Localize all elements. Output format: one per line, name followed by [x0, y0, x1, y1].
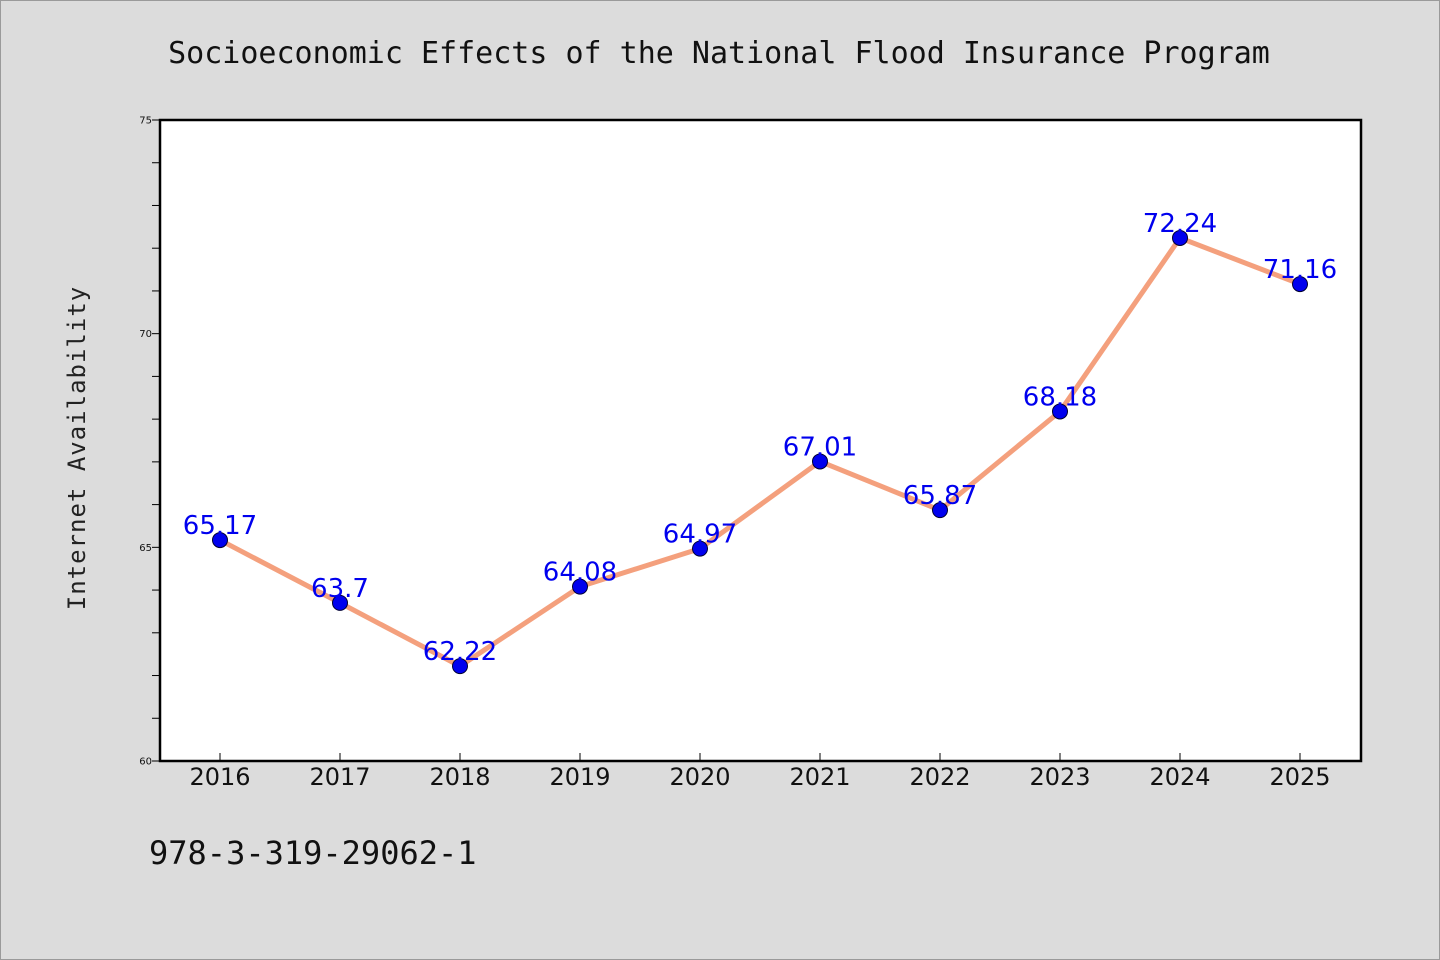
series-layer	[212, 229, 1308, 675]
data-label: 72.24	[1143, 209, 1217, 239]
x-axis-ticks: 2016 2017 2018 2019 2020 2021 2022 2023 2024 2025	[189, 753, 1331, 791]
plot-area	[160, 120, 1361, 761]
y-axis-ticks: 60 65 70 75	[139, 116, 160, 768]
y-tick-label: 70	[139, 329, 152, 340]
data-labels: 65.17 63.7 62.22 64.08 64.97 67.01 65.87 68.18 7…	[183, 209, 1337, 667]
series-line	[217, 235, 1303, 669]
data-label: 64.08	[543, 558, 617, 588]
data-point	[932, 502, 948, 519]
data-point	[1172, 229, 1188, 246]
data-point	[692, 540, 708, 557]
x-tick-label: 2018	[429, 763, 490, 791]
data-point	[332, 594, 348, 611]
data-label: 64.97	[663, 520, 737, 550]
data-point	[212, 532, 228, 549]
x-tick-label: 2020	[669, 763, 730, 791]
y-tick-label: 75	[139, 116, 152, 127]
data-point	[572, 578, 588, 595]
x-tick-label: 2024	[1149, 763, 1210, 791]
data-label: 71.16	[1263, 255, 1337, 285]
x-tick-label: 2025	[1269, 763, 1330, 791]
data-point	[1052, 403, 1068, 420]
isbn-text: 978-3-319-29062-1	[149, 834, 477, 872]
x-tick-label: 2023	[1029, 763, 1090, 791]
y-tick-label: 60	[139, 757, 152, 768]
data-label: 65.87	[903, 481, 977, 511]
data-point	[452, 658, 468, 675]
data-label: 67.01	[783, 432, 857, 462]
x-tick-label: 2019	[549, 763, 610, 791]
y-tick-label: 65	[139, 543, 152, 554]
data-point	[1292, 276, 1308, 293]
y-axis-label: Internet Availability	[63, 286, 91, 610]
x-tick-label: 2016	[189, 763, 250, 791]
x-tick-label: 2017	[309, 763, 370, 791]
chart-title: Socioeconomic Effects of the National Fl…	[168, 36, 1270, 71]
plot-border	[158, 118, 1363, 763]
data-point	[812, 453, 828, 470]
data-label: 62.22	[423, 637, 497, 667]
data-label: 68.18	[1023, 382, 1097, 412]
x-tick-label: 2021	[789, 763, 850, 791]
data-label: 65.17	[183, 511, 257, 541]
data-label: 63.7	[311, 574, 369, 604]
x-tick-label: 2022	[909, 763, 970, 791]
